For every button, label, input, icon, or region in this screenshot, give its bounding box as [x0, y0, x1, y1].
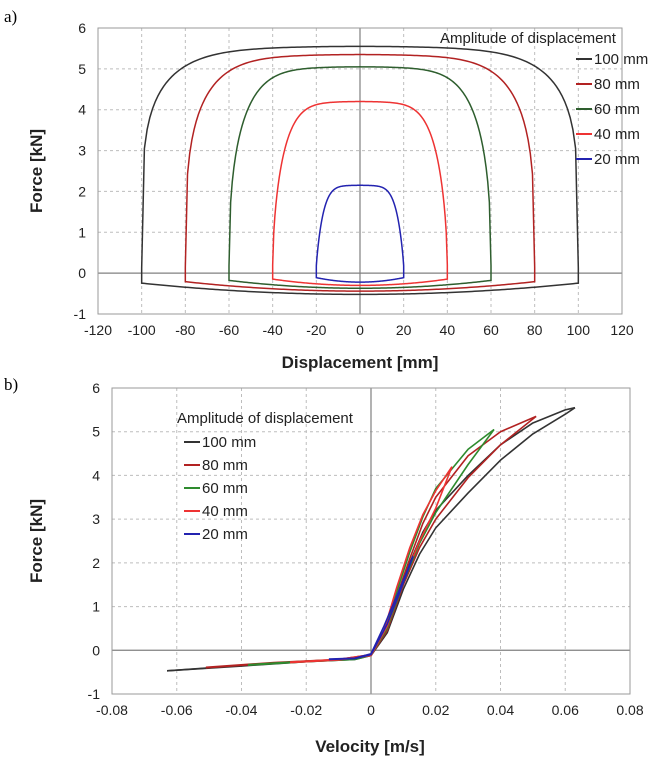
- y-tick-label: 3: [92, 511, 100, 527]
- x-tick-label: 120: [610, 322, 634, 338]
- x-tick-label: -0.08: [96, 702, 128, 718]
- chart-displacement: a) -120 -100 -80 -60 -40 -20 0 20 40 60 80 100 120 -…: [4, 7, 648, 372]
- x-tick-label: 80: [527, 322, 543, 338]
- x-tick-label: 0.04: [487, 702, 514, 718]
- series-loop-60mm: [228, 66, 492, 290]
- legend-entry: 20 mm: [202, 526, 248, 543]
- panel-label-a: a): [4, 7, 17, 26]
- x-tick-label: 60: [483, 322, 499, 338]
- series-loop-100mm: [140, 45, 580, 296]
- x-axis-title-a: Displacement [mm]: [282, 353, 439, 372]
- legend-entry: 40 mm: [202, 503, 248, 520]
- x-tick-label: -120: [84, 322, 112, 338]
- legend-entry: 20 mm: [594, 151, 640, 168]
- x-tick-label: 0: [356, 322, 364, 338]
- legend-entry: 100 mm: [594, 51, 648, 68]
- y-tick-label: 2: [78, 183, 86, 199]
- plot-frame-a: [97, 27, 623, 315]
- y-tick-label: 3: [78, 143, 86, 159]
- x-tick-label: 100: [567, 322, 591, 338]
- legend-a: Amplitude of displacement 100 mm 80 mm 60 …: [440, 30, 648, 168]
- y-tick-label: -1: [88, 686, 101, 702]
- y-tick-label: 4: [92, 467, 100, 483]
- y-tick-label: 4: [78, 102, 86, 118]
- y-tick-label: 6: [92, 380, 100, 396]
- legend-entry: 40 mm: [594, 126, 640, 143]
- legend-entry: 80 mm: [202, 457, 248, 474]
- x-tick-label: -60: [219, 322, 239, 338]
- x-tick-label: 40: [440, 322, 456, 338]
- x-tick-label: -0.06: [161, 702, 193, 718]
- legend-entry: 100 mm: [202, 434, 256, 451]
- chart-velocity: b) -0.08 -0.06 -0.04 -0.02 0 0.02 0.04 0.06 0.08…: [4, 375, 644, 756]
- series-loop-40mm: [271, 100, 449, 287]
- y-tick-label: 0: [78, 265, 86, 281]
- x-tick-label: -40: [263, 322, 283, 338]
- y-tick-label: 5: [78, 61, 86, 77]
- x-tick-label: -100: [128, 322, 156, 338]
- y-tick-label: 6: [78, 20, 86, 36]
- legend-title-a: Amplitude of displacement: [440, 30, 617, 47]
- panel-label-b: b): [4, 375, 18, 394]
- series-loop-20mm: [315, 184, 405, 283]
- y-tick-label: 2: [92, 555, 100, 571]
- x-tick-label: -0.02: [290, 702, 322, 718]
- y-tick-label: 0: [92, 642, 100, 658]
- y-tick-label: 5: [92, 424, 100, 440]
- series-loop-80mm: [184, 53, 536, 292]
- legend-entry: 60 mm: [202, 480, 248, 497]
- plot-frame-b: [111, 387, 631, 695]
- legend-b: Amplitude of displacement 100 mm 80 mm 60 …: [177, 410, 354, 543]
- y-tick-label: 1: [78, 224, 86, 240]
- y-tick-label: 1: [92, 599, 100, 615]
- series-curve-20mm-1: [328, 556, 414, 661]
- x-axis-title-b: Velocity [m/s]: [315, 737, 425, 756]
- legend-entry: 60 mm: [594, 101, 640, 118]
- x-tick-label: 0.02: [422, 702, 449, 718]
- legend-title-b: Amplitude of displacement: [177, 410, 354, 427]
- legend-entry: 80 mm: [594, 76, 640, 93]
- x-tick-label: -20: [306, 322, 326, 338]
- x-tick-label: 20: [396, 322, 412, 338]
- y-axis-title-b: Force [kN]: [27, 499, 46, 583]
- y-tick-label: -1: [74, 306, 87, 322]
- y-axis-title-a: Force [kN]: [27, 129, 46, 213]
- x-tick-label: -80: [175, 322, 195, 338]
- x-tick-label: 0: [367, 702, 375, 718]
- x-tick-label: 0.06: [552, 702, 579, 718]
- x-tick-label: 0.08: [616, 702, 643, 718]
- x-tick-label: -0.04: [226, 702, 258, 718]
